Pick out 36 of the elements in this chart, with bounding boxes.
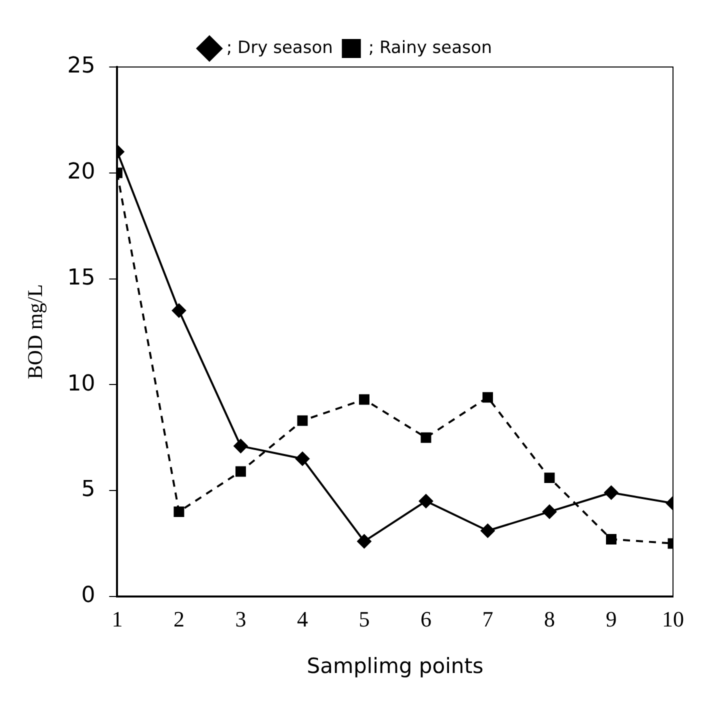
legend-label: ; Dry season [226,38,333,58]
x-tick-label: 1 [112,606,123,632]
x-tick-label: 4 [296,606,308,632]
y-tick-label: 20 [67,160,96,185]
x-tick-label: 2 [173,606,184,632]
point [544,472,555,484]
x-tick-label: 3 [235,606,246,632]
x-tick-label: 10 [662,606,684,632]
point [172,304,186,318]
y-tick-label: 0 [81,583,96,608]
y-tick-label: 25 [67,54,96,79]
point [234,439,248,454]
y-tick-label: 10 [67,371,96,396]
point [235,466,246,477]
point [480,524,495,538]
point [604,486,618,500]
x-tick-label: 5 [358,606,370,632]
point [295,452,310,466]
point [358,394,370,405]
point [542,504,556,519]
point [420,432,432,443]
y-axis-title: BOD mg/L [23,284,48,380]
point [606,534,616,544]
point [357,534,372,548]
legend-label: ; Rainy season [368,38,492,58]
x-tick-label: 6 [420,606,432,632]
point [297,415,308,426]
x-axis-title: Samplimg points [306,654,484,678]
point [482,392,493,403]
point [174,506,184,517]
y-tick-label: 15 [67,265,96,290]
point [418,494,433,508]
x-tick-label: 7 [482,606,494,632]
y-tick-label: 5 [81,477,96,502]
x-tick-label: 9 [606,606,617,632]
x-tick-label: 8 [544,606,555,632]
